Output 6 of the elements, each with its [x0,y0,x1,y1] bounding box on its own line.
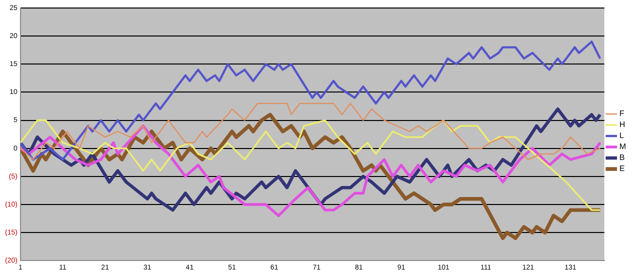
legend-label: B [619,153,625,162]
legend-label: L [619,131,624,140]
legend-label: F [619,109,624,118]
legend-label: H [619,120,626,130]
legend-label: E [619,164,625,174]
legend-label: M [619,142,626,152]
